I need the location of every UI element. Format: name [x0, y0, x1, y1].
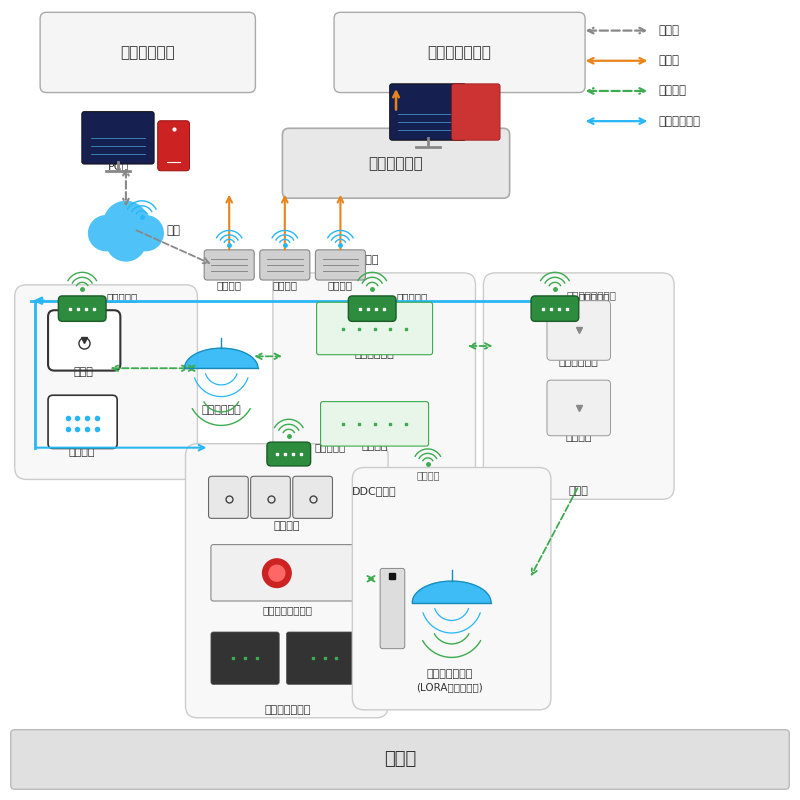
Text: 智能电表: 智能电表	[274, 521, 301, 530]
FancyBboxPatch shape	[547, 301, 610, 360]
Polygon shape	[185, 348, 258, 368]
Text: 恒照度传感器: 恒照度传感器	[559, 357, 598, 367]
Text: 触摸屏: 触摸屏	[74, 367, 94, 377]
FancyBboxPatch shape	[321, 402, 429, 446]
FancyBboxPatch shape	[158, 121, 190, 171]
Text: 电流漏电检测模块: 电流漏电检测模块	[262, 606, 312, 615]
Text: 低碳物联控制箱: 低碳物联控制箱	[264, 705, 310, 715]
Text: 无线转换器: 无线转换器	[578, 292, 610, 302]
FancyBboxPatch shape	[282, 128, 510, 198]
FancyBboxPatch shape	[483, 273, 674, 499]
Text: 区域一: 区域一	[384, 750, 416, 768]
FancyBboxPatch shape	[531, 296, 578, 322]
FancyBboxPatch shape	[48, 395, 117, 449]
Text: 云端: 云端	[166, 224, 181, 238]
FancyBboxPatch shape	[286, 632, 362, 685]
FancyBboxPatch shape	[452, 84, 500, 140]
Circle shape	[128, 216, 163, 250]
Text: 无线通讯: 无线通讯	[658, 85, 686, 98]
Text: APP: APP	[163, 162, 184, 172]
Text: 互联网: 互联网	[658, 24, 679, 37]
Text: 无线信号: 无线信号	[416, 470, 439, 481]
Text: 云运维中心层: 云运维中心层	[120, 46, 174, 60]
Polygon shape	[412, 581, 491, 602]
FancyBboxPatch shape	[204, 250, 254, 280]
FancyBboxPatch shape	[260, 250, 310, 280]
Text: 现场局域网络: 现场局域网络	[369, 156, 423, 170]
FancyBboxPatch shape	[390, 84, 466, 140]
FancyBboxPatch shape	[10, 730, 790, 790]
FancyBboxPatch shape	[186, 444, 388, 718]
Text: 感应器: 感应器	[569, 486, 589, 495]
Circle shape	[262, 559, 291, 587]
Circle shape	[269, 566, 285, 581]
Text: 智能网关: 智能网关	[352, 255, 379, 265]
FancyBboxPatch shape	[267, 442, 310, 466]
Text: 智能控制模块: 智能控制模块	[354, 349, 394, 359]
Text: 控制面板: 控制面板	[69, 447, 95, 458]
Text: 照明通讯总线: 照明通讯总线	[658, 114, 700, 128]
FancyBboxPatch shape	[380, 569, 405, 649]
Text: DDC控制箱: DDC控制箱	[352, 486, 397, 495]
Text: 无线转换器: 无线转换器	[396, 292, 427, 302]
Text: 无线信号: 无线信号	[217, 280, 242, 290]
Text: 感应一体灯具: 感应一体灯具	[202, 405, 241, 414]
FancyBboxPatch shape	[317, 302, 433, 354]
Circle shape	[89, 216, 123, 250]
FancyBboxPatch shape	[315, 250, 366, 280]
FancyBboxPatch shape	[14, 285, 198, 479]
Text: 照明系统通讯总线: 照明系统通讯总线	[567, 290, 617, 300]
FancyBboxPatch shape	[211, 545, 358, 601]
Circle shape	[106, 222, 146, 261]
FancyBboxPatch shape	[547, 380, 610, 436]
FancyBboxPatch shape	[348, 296, 396, 322]
FancyBboxPatch shape	[211, 632, 279, 685]
Text: 本地数据中心层: 本地数据中心层	[428, 46, 491, 60]
FancyBboxPatch shape	[334, 12, 585, 93]
Text: 无线信号: 无线信号	[328, 280, 353, 290]
FancyBboxPatch shape	[40, 12, 255, 93]
FancyBboxPatch shape	[250, 476, 290, 518]
FancyBboxPatch shape	[209, 476, 248, 518]
Circle shape	[104, 202, 148, 246]
Text: 无线信号: 无线信号	[272, 280, 298, 290]
FancyBboxPatch shape	[58, 296, 106, 322]
Text: 以太网: 以太网	[658, 54, 679, 67]
FancyBboxPatch shape	[293, 476, 333, 518]
FancyBboxPatch shape	[82, 112, 154, 164]
Text: (LORA单灯控制器): (LORA单灯控制器)	[416, 682, 482, 693]
Text: PC端: PC端	[107, 161, 129, 170]
Text: 无线转换器: 无线转换器	[314, 442, 346, 453]
FancyBboxPatch shape	[48, 310, 120, 370]
Text: 移动探测: 移动探测	[566, 431, 592, 442]
Text: 无线转换器: 无线转换器	[106, 292, 138, 302]
Text: 调光模块: 调光模块	[362, 441, 388, 451]
Text: 物联网智能灯具: 物联网智能灯具	[426, 669, 473, 679]
FancyBboxPatch shape	[273, 273, 475, 499]
FancyBboxPatch shape	[352, 467, 551, 710]
